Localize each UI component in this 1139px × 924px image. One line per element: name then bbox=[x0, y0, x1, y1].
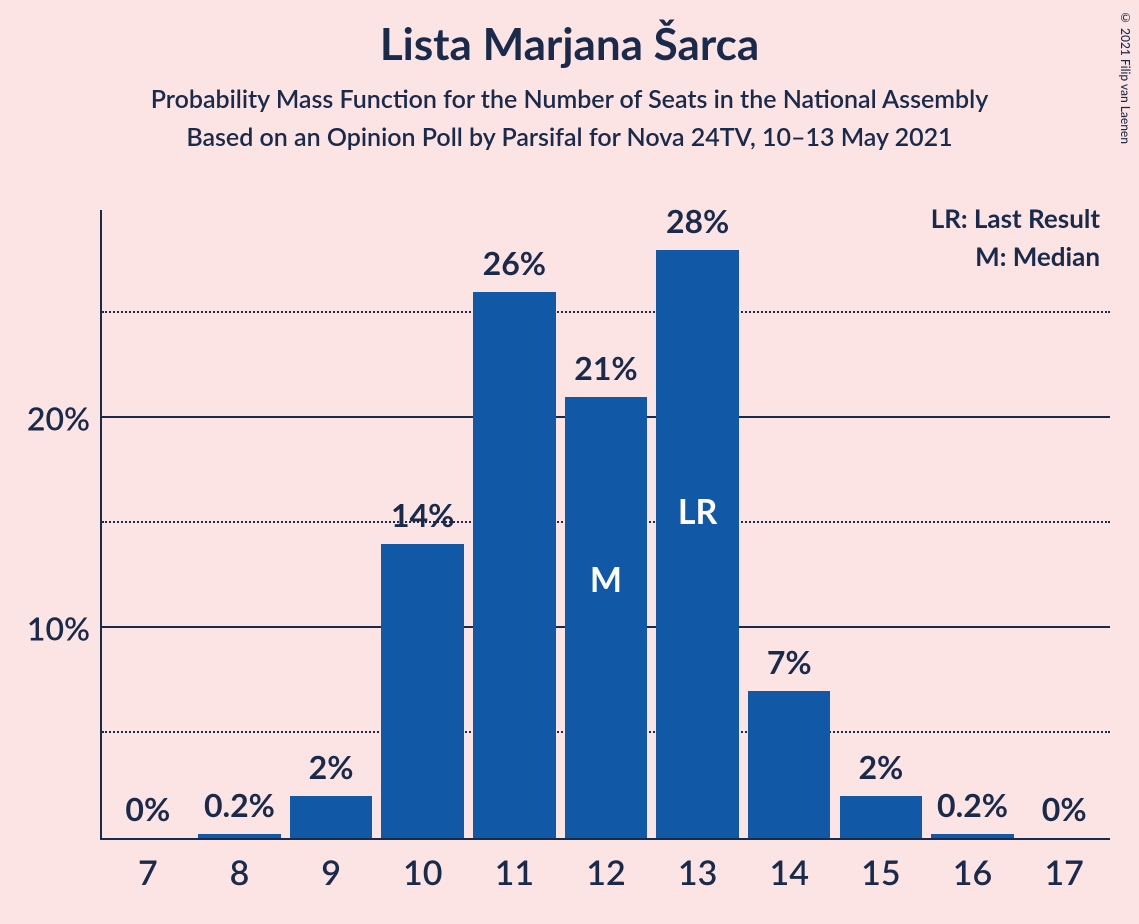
x-axis-tick-label: 12 bbox=[560, 838, 652, 893]
bar-value-label: 26% bbox=[469, 243, 561, 282]
chart-subtitle-2: Based on an Opinion Poll by Parsifal for… bbox=[0, 122, 1139, 152]
bar-value-label: 7% bbox=[743, 642, 835, 681]
bar-slot: 0.2%16 bbox=[927, 210, 1019, 838]
bar-slot: 14%10 bbox=[377, 210, 469, 838]
x-axis-tick-label: 13 bbox=[652, 838, 744, 893]
bar-slot: 21%M12 bbox=[560, 210, 652, 838]
bar-value-label: 28% bbox=[652, 201, 744, 240]
x-axis-tick-label: 10 bbox=[377, 838, 469, 893]
bar-value-label: 0% bbox=[1018, 789, 1110, 828]
x-axis-tick-label: 9 bbox=[285, 838, 377, 893]
bar-slot: 26%11 bbox=[469, 210, 561, 838]
bar-slot: 0%7 bbox=[102, 210, 194, 838]
x-axis-tick-label: 8 bbox=[194, 838, 286, 893]
bar bbox=[381, 544, 463, 838]
chart-title: Lista Marjana Šarca bbox=[0, 18, 1139, 70]
bar-value-label: 2% bbox=[285, 747, 377, 786]
bar-slot: 0%17 bbox=[1018, 210, 1110, 838]
bar-slot: 2%9 bbox=[285, 210, 377, 838]
chart-plot-area: LR: Last Result M: Median 0%70.2%82%914%… bbox=[100, 210, 1110, 840]
y-axis-tick-label: 10% bbox=[27, 609, 90, 648]
bar bbox=[748, 691, 830, 838]
x-axis-tick-label: 14 bbox=[743, 838, 835, 893]
bar-value-label: 0.2% bbox=[194, 785, 286, 824]
bar-slot: 7%14 bbox=[743, 210, 835, 838]
x-axis-tick-label: 17 bbox=[1018, 838, 1110, 893]
x-axis-tick-label: 7 bbox=[102, 838, 194, 893]
bar-value-label: 14% bbox=[377, 495, 469, 534]
x-axis-tick-label: 16 bbox=[927, 838, 1019, 893]
bar-value-label: 0.2% bbox=[927, 785, 1019, 824]
bar-marker: M bbox=[560, 559, 652, 600]
bar bbox=[656, 250, 738, 838]
bar-slot: 0.2%8 bbox=[194, 210, 286, 838]
title-block: Lista Marjana Šarca Probability Mass Fun… bbox=[0, 0, 1139, 152]
bar-value-label: 0% bbox=[102, 789, 194, 828]
copyright-text: © 2021 Filip van Laenen bbox=[1118, 10, 1133, 144]
x-axis-tick-label: 11 bbox=[469, 838, 561, 893]
bar-value-label: 21% bbox=[560, 348, 652, 387]
bar-slot: 28%LR13 bbox=[652, 210, 744, 838]
bar bbox=[840, 796, 922, 838]
bar bbox=[473, 292, 555, 838]
bar bbox=[290, 796, 372, 838]
chart-subtitle-1: Probability Mass Function for the Number… bbox=[0, 84, 1139, 114]
y-axis-tick-label: 20% bbox=[27, 399, 90, 438]
bars-container: 0%70.2%82%914%1026%1121%M1228%LR137%142%… bbox=[102, 210, 1110, 838]
bar-marker: LR bbox=[652, 491, 744, 532]
bar bbox=[565, 397, 647, 838]
bar-slot: 2%15 bbox=[835, 210, 927, 838]
bar-value-label: 2% bbox=[835, 747, 927, 786]
x-axis-tick-label: 15 bbox=[835, 838, 927, 893]
